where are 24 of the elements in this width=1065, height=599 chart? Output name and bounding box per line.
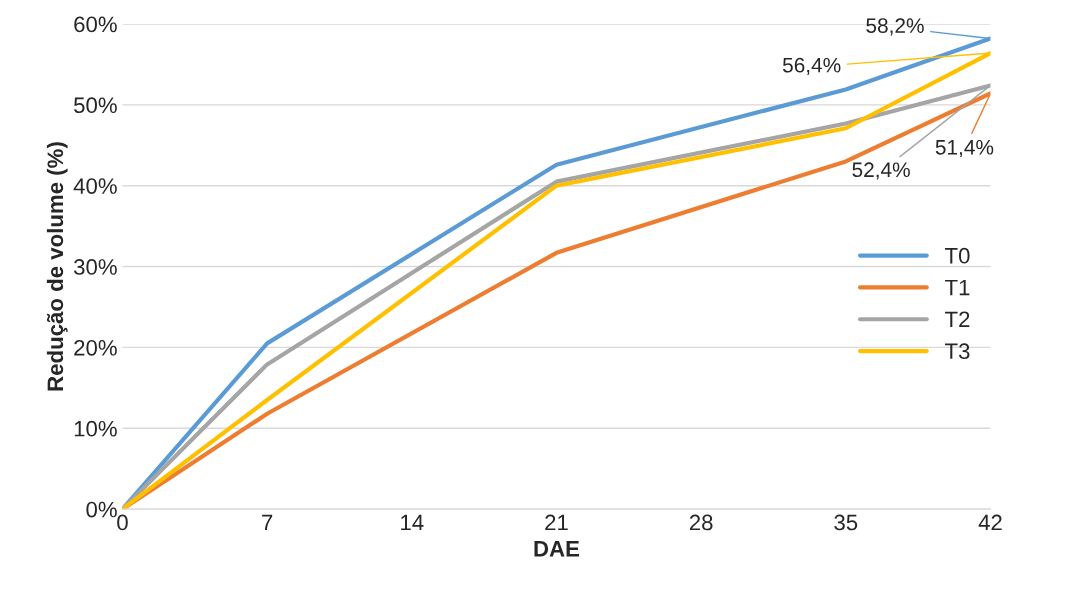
x-tick-label: 14 [401,514,424,531]
x-tick-label: 0 [117,514,128,531]
y-tick-label: 30% [73,259,117,275]
y-tick-label: 40% [73,178,117,194]
x-axis-title: DAE [534,541,580,557]
y-axis-title: Redução de volume (%) [46,142,68,391]
data-label: 56,4% [782,57,841,76]
legend-label: T3 [945,343,970,360]
x-tick-label: 21 [545,514,568,531]
y-tick-label: 20% [74,339,117,356]
data-label: 52,4% [852,162,910,180]
x-tick-label: 28 [689,514,713,531]
y-tick-label: 60% [74,16,117,33]
data-label: 58,2% [866,18,924,36]
legend-label: T0 [945,247,970,264]
legend-label: T2 [945,311,970,328]
y-tick-label: 10% [74,420,117,437]
legend-label: T1 [945,279,970,296]
x-tick-label: 42 [978,514,1002,531]
x-tick-label: 7 [262,514,273,531]
y-tick-label: 0% [86,501,117,518]
data-label: 51,4% [935,139,994,158]
x-tick-label: 35 [834,514,858,531]
y-tick-label: 50% [74,97,117,114]
